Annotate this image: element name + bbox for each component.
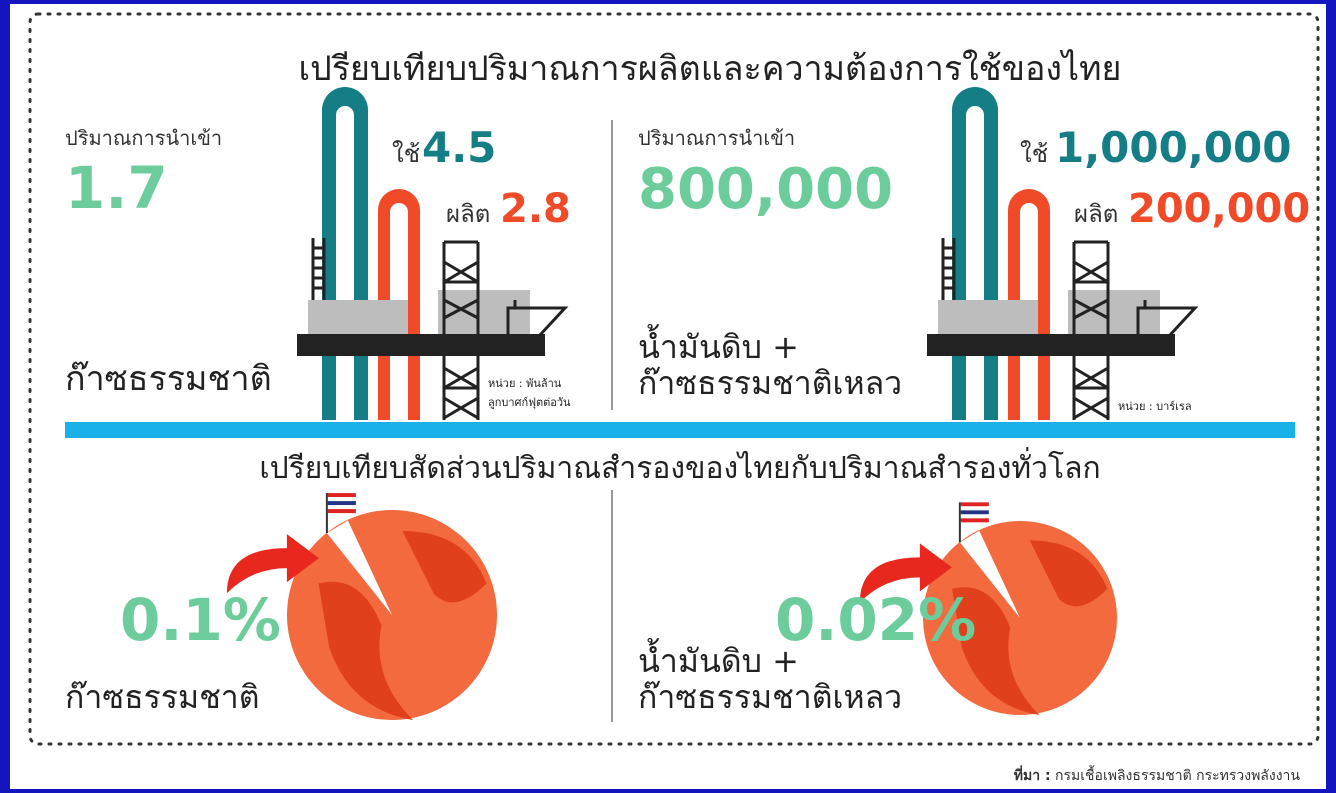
use-label: ใช้ [392,140,420,168]
unit: หน่วย : พันล้าน [488,377,562,390]
arrow [226,534,319,594]
ground-band [65,422,1295,438]
share: 0.02% [775,586,976,654]
import-value: 1.7 [65,154,168,222]
unit: ลูกบาศก์ฟุตต่อวัน [488,396,571,409]
flag-stripe [960,502,989,507]
continent [318,531,487,720]
share: 0.1% [120,586,281,654]
flag-stripe [327,505,356,510]
produce-label: ผลิต [446,200,490,228]
unit: หน่วย : บาร์เรล [1118,400,1192,413]
flag-stripe [960,514,989,519]
produce-value: 200,000 [1128,186,1310,232]
wedge [326,520,392,615]
source-label: ที่มา : [1014,765,1051,784]
fuel-name: น้ำมันดิบ + [638,638,799,680]
flag-stripe [327,493,356,498]
continent [952,540,1108,715]
import-label: ปริมาณการนำเข้า [65,126,222,150]
arrow [859,543,952,603]
title: เปรียบเทียบปริมาณการผลิตและความต้องการใช… [299,49,1122,89]
flag-stripe [960,510,989,515]
source: ที่มา : กรมเชื้อเพลิงธรรมชาติ กระทรวงพลั… [1014,765,1301,784]
dotted-frame [28,12,1320,746]
import-value: 800,000 [638,157,893,222]
flag-stripe [327,497,356,502]
produce-value: 2.8 [500,186,571,232]
wedge [959,530,1020,618]
flag-stripe [327,501,356,506]
flag-stripe [960,518,989,523]
produce-label: ผลิต [1074,200,1118,228]
use-value: 4.5 [422,123,496,172]
use-value: 1,000,000 [1055,123,1291,172]
source-text: กรมเชื้อเพลิงธรรมชาติ กระทรวงพลังงาน [1055,765,1300,784]
use-label: ใช้ [1020,140,1048,168]
rig [297,87,569,420]
flag-stripe [960,506,989,511]
fuel-name: ก๊าซธรรมชาติเหลว [638,364,902,402]
fuel-name: ก๊าซธรรมชาติ [65,359,272,399]
import-label: ปริมาณการนำเข้า [638,126,795,150]
fuel-name: น้ำมันดิบ + [638,324,799,366]
fuel-name: ก๊าซธรรมชาติ [65,678,260,716]
fuel-name: ก๊าซธรรมชาติเหลว [638,678,902,716]
flag-stripe [327,509,356,514]
reserve-title: เปรียบเทียบสัดส่วนปริมาณสำรองของไทยกับปร… [259,447,1100,486]
